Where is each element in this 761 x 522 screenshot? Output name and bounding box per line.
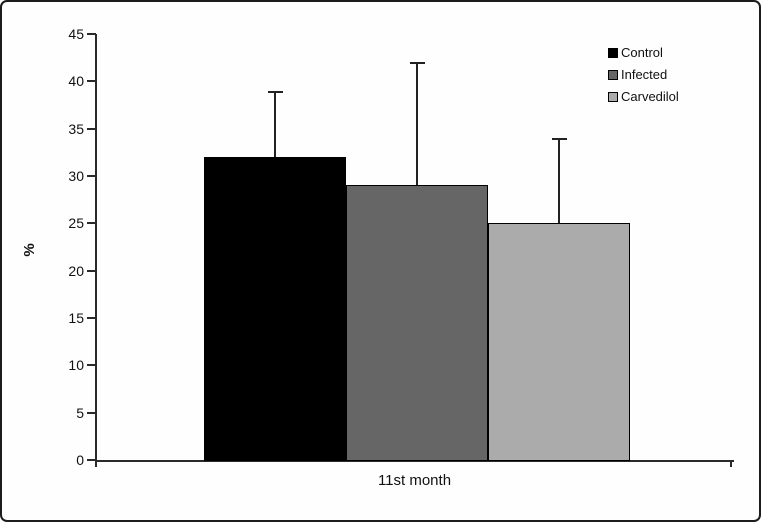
error-bar-cap-carvedilol bbox=[551, 138, 567, 141]
y-tick-label: 40 bbox=[68, 73, 84, 90]
bar-carvedilol bbox=[488, 223, 630, 461]
y-tick-mark bbox=[87, 80, 96, 83]
x-axis-end-tick bbox=[95, 460, 97, 467]
error-bar-line-carvedilol bbox=[558, 138, 560, 224]
legend-swatch-icon bbox=[608, 92, 618, 102]
bar-control bbox=[204, 157, 346, 461]
y-tick-label: 5 bbox=[76, 404, 84, 421]
legend-label: Carvedilol bbox=[621, 89, 679, 104]
error-bar-line-infected bbox=[416, 62, 418, 186]
y-tick-label: 35 bbox=[68, 120, 84, 137]
x-axis-line bbox=[95, 460, 734, 462]
error-bar-line-control bbox=[274, 90, 276, 158]
x-axis-end-tick bbox=[730, 460, 732, 467]
error-bar-cap-control bbox=[267, 90, 283, 93]
y-tick-mark bbox=[87, 317, 96, 319]
y-tick-mark bbox=[87, 364, 96, 367]
y-tick-mark bbox=[87, 33, 96, 35]
y-tick-mark bbox=[87, 411, 96, 414]
y-tick-label: 0 bbox=[76, 452, 84, 468]
legend-item-infected: Infected bbox=[608, 68, 679, 82]
x-category-label: 11st month bbox=[377, 472, 452, 489]
error-bar-cap-infected bbox=[409, 62, 425, 65]
y-tick-mark bbox=[87, 175, 96, 177]
y-tick-mark bbox=[87, 222, 96, 225]
legend-label: Control bbox=[621, 45, 663, 60]
y-tick-mark bbox=[87, 269, 96, 272]
y-tick-label: 30 bbox=[68, 168, 84, 184]
y-tick-label: 20 bbox=[68, 262, 84, 279]
y-axis-title: % bbox=[21, 243, 38, 257]
legend-swatch-icon bbox=[608, 70, 618, 80]
legend-item-control: Control bbox=[608, 46, 679, 60]
legend-item-carvedilol: Carvedilol bbox=[608, 90, 679, 104]
bar-infected bbox=[346, 185, 488, 461]
y-tick-mark bbox=[87, 459, 96, 461]
y-tick-label: 10 bbox=[68, 357, 84, 374]
y-tick-label: 15 bbox=[68, 310, 84, 326]
y-tick-mark bbox=[87, 127, 96, 130]
y-tick-label: 25 bbox=[68, 215, 84, 232]
legend: Control Infected Carvedilol bbox=[608, 46, 679, 112]
legend-swatch-icon bbox=[608, 48, 618, 58]
y-axis-line bbox=[95, 34, 97, 460]
y-tick-label: 45 bbox=[68, 26, 84, 42]
legend-label: Infected bbox=[621, 67, 668, 82]
